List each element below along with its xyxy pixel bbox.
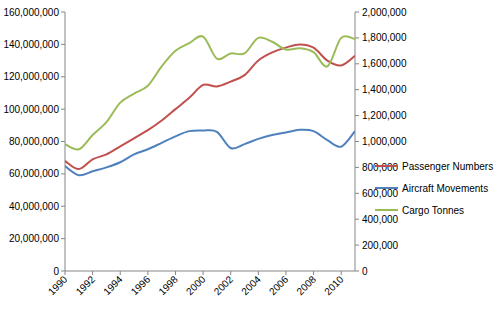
y2-tick-label: 800,000 [362,162,399,173]
x-tick [230,271,231,275]
x-tick-label: 2002 [212,273,236,297]
plot-area [65,36,355,175]
y-tick [61,238,65,239]
x-tick-label: 2008 [294,273,318,297]
x-tick-label: 2006 [267,273,291,297]
x-tick-label: 1996 [129,273,153,297]
x-tick-label: 2000 [184,273,208,297]
legend: Passenger Numbers Aircraft Movements Cargo… [375,161,493,216]
x-tick [203,271,204,275]
y2-tick [355,141,359,142]
series-line [65,36,355,150]
y-tick [61,76,65,77]
legend-swatch [375,165,398,167]
x-tick [258,271,259,275]
x-tick-label: 2004 [239,273,263,297]
legend-swatch [375,187,398,189]
x-tick [175,271,176,275]
y2-tick [355,63,359,64]
y2-tick-label: 200,000 [362,240,399,251]
y-tick-label: 0 [53,266,59,277]
y2-tick-label: 1,200,000 [362,110,407,121]
y2-tick [355,12,359,13]
y2-tick [355,37,359,38]
y2-tick [355,193,359,194]
x-tick-label: 1990 [46,273,70,297]
y2-tick [355,245,359,246]
x-tick [65,271,66,275]
legend-label: Passenger Numbers [402,161,493,172]
y2-tick [355,167,359,168]
y2-tick-label: 0 [362,266,368,277]
y2-tick-label: 600,000 [362,188,399,199]
y-tick [61,206,65,207]
x-tick [341,271,342,275]
y2-tick-label: 1,800,000 [362,32,407,43]
x-tick [313,271,314,275]
y-tick-label: 40,000,000 [9,201,59,212]
y2-tick-label: 1,600,000 [362,58,407,69]
y-tick-label: 140,000,000 [3,39,59,50]
x-tick [120,271,121,275]
y2-tick [355,219,359,220]
y-tick [61,109,65,110]
y-tick-label: 60,000,000 [9,168,59,179]
y2-tick [355,115,359,116]
chart: 0 20,000,000 40,000,000 60,000,000 80,000,00… [0,0,500,313]
y-tick-label: 20,000,000 [9,233,59,244]
series-line [65,130,355,176]
x-tick-label: 2010 [322,273,346,297]
x-tick [285,271,286,275]
series-line [65,44,355,169]
y2-tick-label: 400,000 [362,214,399,225]
y-tick [61,12,65,13]
x-tick-label: 1992 [74,273,98,297]
x-tick [92,271,93,275]
y2-tick-label: 1,000,000 [362,136,407,147]
y-tick [61,173,65,174]
x-tick-label: 1998 [156,273,180,297]
y2-tick-label: 2,000,000 [362,7,407,18]
y-tick [61,271,65,272]
y-tick [61,141,65,142]
x-tick-label: 1994 [101,273,125,297]
y-tick [61,44,65,45]
x-tick [147,271,148,275]
y2-tick [355,89,359,90]
y-tick-label: 80,000,000 [9,136,59,147]
y-tick-label: 100,000,000 [3,104,59,115]
legend-label: Aircraft Movements [402,183,488,194]
y-tick-label: 120,000,000 [3,71,59,82]
y2-tick [355,271,359,272]
legend-swatch [375,209,398,211]
y2-tick-label: 1,400,000 [362,84,407,95]
legend-label: Cargo Tonnes [402,205,464,216]
y-tick-label: 160,000,000 [3,7,59,18]
x-axis-line [65,271,355,272]
